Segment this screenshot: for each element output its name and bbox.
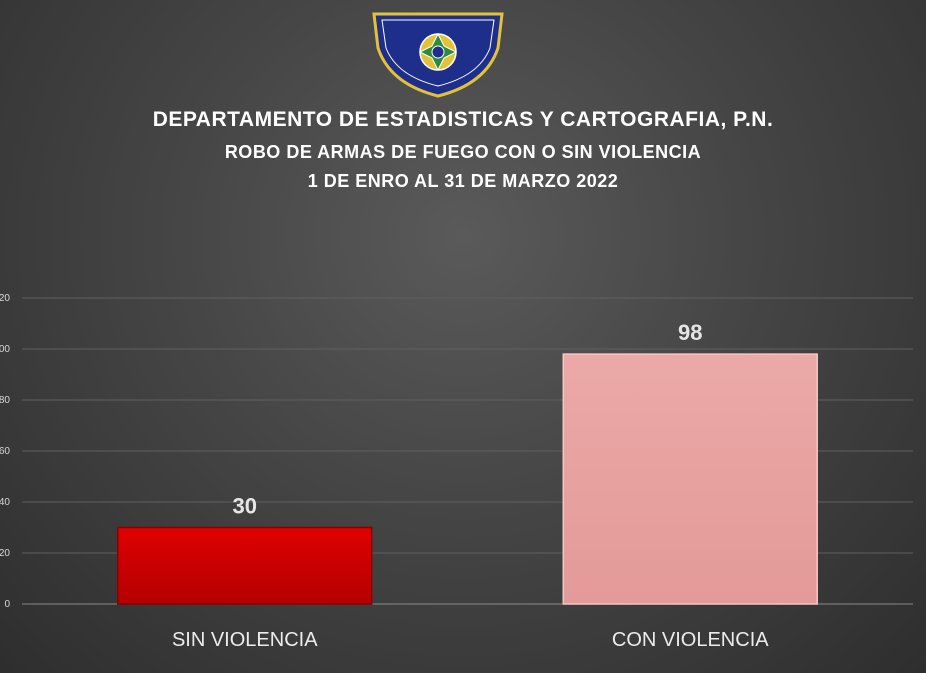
y-tick-label: 0 [4,599,10,610]
y-tick-label: 40 [0,497,10,508]
policia-nacional-logo [372,12,504,98]
x-category-label: CON VIOLENCIA [612,629,769,651]
chart-title: DEPARTAMENTO DE ESTADISTICAS Y CARTOGRAF… [152,108,774,131]
y-tick-label: 60 [0,446,10,457]
chart-date-range: 1 DE ENRO AL 31 DE MARZO 2022 [307,171,619,191]
x-category-label: SIN VIOLENCIA [172,629,318,651]
data-label: 30 [233,494,257,519]
bar-sin-violencia [117,526,373,605]
chart-subtitle: ROBO DE ARMAS DE FUEGO CON O SIN VIOLENC… [224,142,702,162]
y-tick-label: 120 [0,293,10,304]
data-label: 98 [678,320,702,345]
y-tick-label: 100 [0,344,10,355]
y-tick-label: 20 [0,548,10,559]
y-tick-label: 80 [0,395,10,406]
bar-con-violencia [562,353,818,605]
